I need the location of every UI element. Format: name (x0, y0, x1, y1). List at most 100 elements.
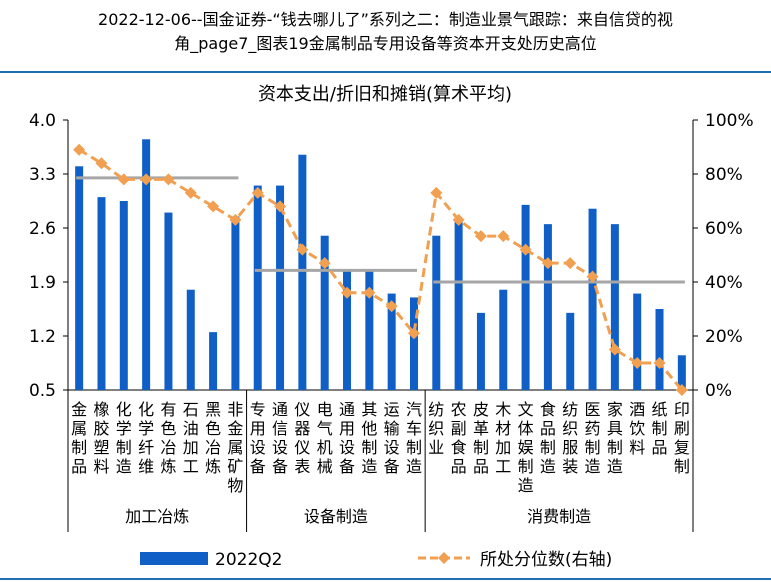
bar-2022q2 (566, 312, 575, 390)
category-label-char: 刷 (674, 419, 690, 438)
category-label-char: 信 (272, 419, 288, 438)
category-label-char: 织 (428, 419, 444, 438)
category-label-char: 色 (205, 419, 221, 438)
percentile-point (363, 286, 376, 299)
category-label-char: 炼 (160, 457, 176, 476)
category-label-char: 制 (518, 457, 534, 476)
category-label-char: 工 (183, 457, 199, 476)
bar-2022q2 (365, 270, 374, 390)
category-label-char: 通 (272, 400, 288, 419)
percentile-point (631, 357, 644, 369)
percentile-point (251, 186, 264, 199)
category-label-char: 有 (160, 400, 176, 419)
category-label-char: 造 (518, 476, 534, 495)
category-label-char: 纤 (138, 438, 154, 457)
category-label-char: 料 (629, 438, 645, 457)
bar-2022q2 (75, 166, 84, 390)
category-label-char: 维 (138, 457, 154, 476)
percentile-point (586, 270, 599, 283)
category-label-char: 品 (71, 457, 87, 476)
percentile-point (318, 257, 331, 270)
category-label-char: 娱 (518, 438, 534, 457)
bar-2022q2 (633, 293, 642, 390)
category-label-char: 饮 (629, 419, 645, 438)
bar-2022q2 (343, 270, 352, 390)
percentile-point (95, 157, 108, 170)
percentile-point (474, 230, 487, 243)
legend-line-label: 所处分位数(右轴) (480, 550, 612, 570)
category-label-char: 制 (361, 438, 377, 457)
percentile-point (140, 173, 153, 186)
right-tick-label: 0% (705, 381, 732, 401)
category-label-char: 学 (138, 419, 154, 438)
category-label-char: 塑 (93, 438, 109, 457)
percentile-point (341, 286, 354, 299)
category-label-char: 制 (652, 419, 668, 438)
bar-2022q2 (186, 289, 195, 390)
category-label-char: 加 (495, 438, 511, 457)
category-label-char: 化 (116, 400, 132, 419)
header-line-1: 2022-12-06--国金证券-“钱去哪儿了”系列之二：制造业景气跟踪：来自信… (98, 10, 673, 29)
category-label-char: 备 (339, 457, 355, 476)
bar-2022q2 (119, 201, 128, 390)
category-label-char: 药 (585, 419, 601, 438)
percentile-point (497, 230, 510, 243)
bar-2022q2 (387, 293, 396, 390)
chart-title: 资本支出/折旧和摊销(算术平均) (258, 84, 512, 105)
category-label-char: 其 (361, 400, 377, 419)
category-label-char: 学 (116, 419, 132, 438)
bar-2022q2 (476, 312, 485, 390)
bar-2022q2 (588, 208, 597, 390)
category-label-char: 械 (317, 457, 333, 476)
category-label-char: 输 (384, 419, 400, 438)
bar-2022q2 (97, 197, 106, 390)
category-label-char: 用 (339, 419, 355, 438)
category-label-char: 化 (138, 400, 154, 419)
category-label-char: 纺 (428, 400, 444, 419)
category-label-char: 造 (585, 457, 601, 476)
category-label-char: 制 (674, 457, 690, 476)
left-tick-label: 1.2 (29, 327, 56, 347)
category-label-char: 备 (384, 457, 400, 476)
category-label-char: 加 (183, 438, 199, 457)
percentile-point (274, 200, 287, 213)
category-label-char: 酒 (629, 400, 645, 419)
category-label-char: 仪 (294, 438, 310, 457)
category-label-char: 制 (406, 438, 422, 457)
category-label-char: 工 (495, 457, 511, 476)
category-label-char: 备 (250, 457, 266, 476)
left-tick-label: 4.0 (29, 111, 56, 131)
percentile-point (430, 186, 443, 199)
category-label-char: 制 (116, 438, 132, 457)
percentile-point (653, 357, 666, 369)
legend-line-marker (438, 552, 450, 564)
category-label-char: 运 (384, 400, 400, 419)
category-label-char: 家 (607, 400, 623, 419)
category-label-char: 黑 (205, 400, 221, 419)
bar-2022q2 (499, 289, 508, 390)
legend-bar-label: 2022Q2 (215, 550, 282, 570)
category-label-char: 矿 (227, 457, 243, 476)
bar-2022q2 (253, 185, 262, 390)
bar-2022q2 (543, 224, 552, 390)
percentile-point (675, 384, 688, 396)
percentile-point (296, 243, 309, 256)
category-label-char: 副 (451, 419, 467, 438)
category-label-char: 仪 (294, 400, 310, 419)
category-label-char: 造 (406, 457, 422, 476)
bar-2022q2 (454, 220, 463, 390)
percentile-point (73, 143, 86, 156)
category-label-char: 用 (250, 419, 266, 438)
category-label-char: 业 (428, 438, 444, 457)
category-label-char: 医 (585, 400, 601, 419)
group-label: 消费制造 (527, 507, 591, 526)
right-tick-label: 20% (705, 327, 743, 347)
category-label-char: 造 (607, 457, 623, 476)
bar-2022q2 (521, 204, 530, 390)
category-label-char: 革 (473, 419, 489, 438)
right-tick-label: 40% (705, 273, 743, 293)
category-label-char: 制 (71, 438, 87, 457)
right-tick-label: 60% (705, 219, 743, 239)
category-label-char: 造 (116, 457, 132, 476)
percentile-point (162, 173, 175, 186)
